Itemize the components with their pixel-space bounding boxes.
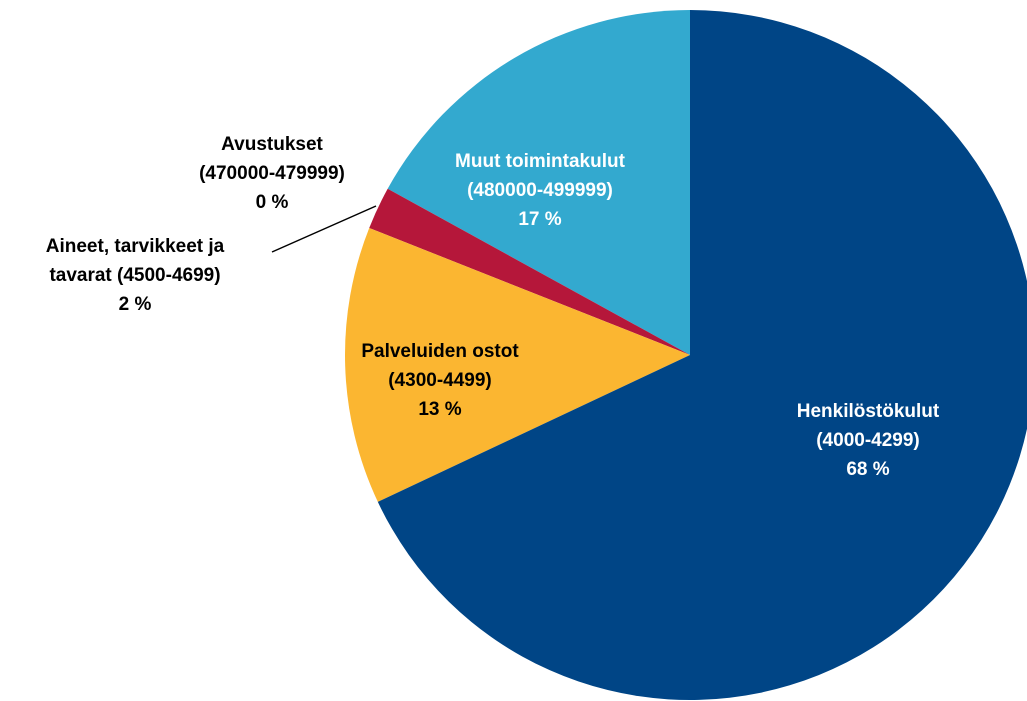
slice-label: (480000-499999) <box>467 180 613 201</box>
slice-label: (470000-479999) <box>199 163 345 184</box>
slice-label: Muut toimintakulut <box>455 151 626 172</box>
slice-label: Henkilöstökulut <box>797 401 940 422</box>
slice-label: Avustukset <box>221 134 323 155</box>
value-label: 68 % <box>846 459 889 480</box>
value-label: 13 % <box>418 399 461 420</box>
value-label: 17 % <box>518 209 561 230</box>
slice-label: tavarat (4500-4699) <box>49 265 220 286</box>
value-label: 2 % <box>119 294 152 315</box>
chart: Henkilöstökulut (4000-4299) 68 % Palveluide… <box>0 0 1027 701</box>
value-label: 0 % <box>256 192 289 213</box>
slice-label: (4000-4299) <box>816 430 920 451</box>
slice-label: (4300-4499) <box>388 370 492 391</box>
slice-label: Aineet, tarvikkeet ja <box>46 236 225 257</box>
slice-label: Palveluiden ostot <box>361 341 519 362</box>
